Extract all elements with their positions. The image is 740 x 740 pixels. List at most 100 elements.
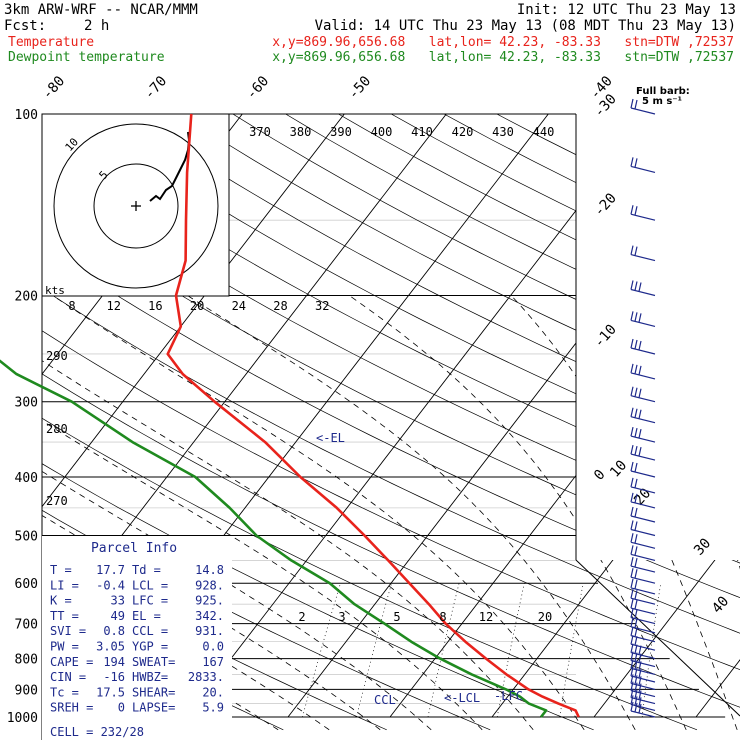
parcel-key-right: LAPSE= — [132, 701, 175, 715]
mixing-ratio-line-5 — [427, 583, 460, 718]
parcel-value-left: 49 — [111, 609, 125, 623]
temperature-info: x,y=869.96,656.68 lat,lon= 42.23, -83.33… — [272, 35, 734, 50]
parcel-key-left: TT = — [50, 609, 79, 623]
wind-barb-525 — [630, 533, 656, 549]
moist-adiabat-30 — [349, 295, 687, 730]
moist-adiabat-20 — [52, 295, 585, 731]
parcel-key-left: T = — [50, 563, 72, 577]
parcel-key-right: EL = — [132, 609, 161, 623]
parcel-value-right: 5.9 — [202, 701, 224, 715]
wind-barb-325 — [630, 407, 656, 424]
wind-barb-1000 — [630, 701, 656, 718]
lfc-annotation: -LFC — [494, 689, 523, 703]
pressure-label-100: 100 — [15, 108, 38, 123]
pressure-label-700: 700 — [15, 618, 38, 633]
theta-label-420: 420 — [452, 125, 474, 139]
dry-adiabat-310 — [42, 114, 740, 731]
parcel-value-right: 20. — [202, 685, 224, 699]
isotherm-label-30: 30 — [691, 535, 714, 558]
kts-tick-24: 24 — [232, 299, 246, 313]
pressure-label-800: 800 — [15, 653, 38, 668]
wind-barb-425 — [630, 477, 656, 494]
dry-adiabat-450 — [443, 114, 740, 731]
dry-adiabat-290 — [42, 114, 594, 731]
theta-left-label-280: 280 — [46, 422, 68, 436]
parcel-title: Parcel Info — [91, 541, 177, 556]
theta-label-390: 390 — [330, 125, 352, 139]
parcel-key-right: HWBZ= — [132, 670, 168, 684]
parcel-value-right: 2833. — [188, 670, 224, 684]
parcel-value-left: 0.8 — [103, 624, 125, 638]
theta-label-410: 410 — [411, 125, 433, 139]
fcst-label: Fcst: — [4, 18, 46, 34]
wind-barb-675 — [630, 598, 656, 615]
pressure-label-500: 500 — [15, 529, 38, 544]
parcel-key-left: K = — [50, 594, 72, 608]
isotherm-label--60: -60 — [243, 73, 272, 103]
mixing-ratio-label-3: 3 — [338, 610, 345, 624]
wind-barb-725 — [630, 617, 656, 634]
wind-barb-275 — [630, 363, 656, 380]
temperature-legend: Temperature — [8, 35, 94, 50]
isotherm--50 — [42, 114, 345, 718]
isotherm-20 — [593, 114, 740, 718]
isotherm-0 — [389, 114, 740, 718]
wind-barb-225 — [630, 311, 656, 327]
parcel-key-right: SHEAR= — [132, 685, 175, 699]
parcel-key-right: LCL = — [132, 578, 168, 592]
wind-barb-750 — [630, 626, 656, 643]
parcel-value-right: 925. — [195, 594, 224, 608]
mixing-ratio-line-2 — [302, 583, 341, 718]
wind-barbs — [630, 98, 656, 718]
wind-barb-350 — [630, 426, 656, 443]
dry-adiabat-340 — [42, 114, 740, 731]
kts-tick-32: 32 — [315, 299, 329, 313]
hodograph-ring-outer — [53, 123, 219, 289]
dry-adiabat-350 — [42, 114, 740, 731]
theta-left-label-290: 290 — [46, 349, 68, 363]
wind-barb-175 — [630, 245, 656, 262]
theta-label-370: 370 — [249, 125, 271, 139]
parcel-info-panel: Parcel Info T = 17.7 Td = 14.8 LI = -0.4 LCL = 9… — [42, 536, 232, 740]
parcel-value-right: 0.0 — [202, 640, 224, 654]
fcst-value: 2 h — [84, 18, 109, 34]
theta-label-430: 430 — [492, 125, 514, 139]
wind-barb-900 — [630, 674, 656, 690]
parcel-key-left: CAPE = — [50, 655, 93, 669]
mixing-ratio-label-12: 12 — [479, 610, 493, 624]
isotherm-label--10: -10 — [591, 322, 620, 352]
parcel-panel-bg — [42, 536, 232, 740]
skew-edge — [575, 559, 740, 717]
isotherm--20 — [185, 114, 651, 718]
model-title: 3km ARW-WRF -- NCAR/MMM — [4, 2, 198, 18]
moist-adiabat-15 — [42, 295, 534, 731]
wind-barb-300 — [630, 386, 656, 403]
parcel-value-left: 17.5 — [96, 685, 125, 699]
wind-barb-800 — [630, 643, 656, 660]
parcel-value-left: -16 — [103, 670, 125, 684]
kts-tick-8: 8 — [68, 299, 75, 313]
wind-barb-125 — [630, 157, 656, 173]
kts-tick-20: 20 — [190, 299, 204, 313]
wind-barb-850 — [630, 659, 656, 675]
parcel-value-right: 167 — [202, 655, 224, 669]
moist-adiabat-25 — [187, 295, 636, 730]
pressure-label-1000: 1000 — [7, 711, 38, 726]
isotherm--10 — [287, 114, 740, 718]
wind-barb-925 — [630, 681, 656, 698]
isotherm-label-40: 40 — [709, 593, 732, 616]
kts-tick-28: 28 — [273, 299, 287, 313]
parcel-key-right: Td = — [132, 563, 161, 577]
temperature-profile — [166, 113, 580, 718]
wind-barb-475 — [630, 506, 656, 523]
wind-barb-100 — [630, 98, 656, 115]
isotherm-label--20: -20 — [591, 190, 620, 220]
dewpoint-profile — [0, 359, 548, 718]
wind-barb-775 — [630, 635, 656, 651]
dry-adiabat-300 — [42, 114, 698, 731]
parcel-key-left: CIN = — [50, 670, 86, 684]
parcel-value-right: 14.8 — [195, 563, 224, 577]
header: 3km ARW-WRF -- NCAR/MMM Init: 12 UTC Thu… — [4, 2, 736, 65]
